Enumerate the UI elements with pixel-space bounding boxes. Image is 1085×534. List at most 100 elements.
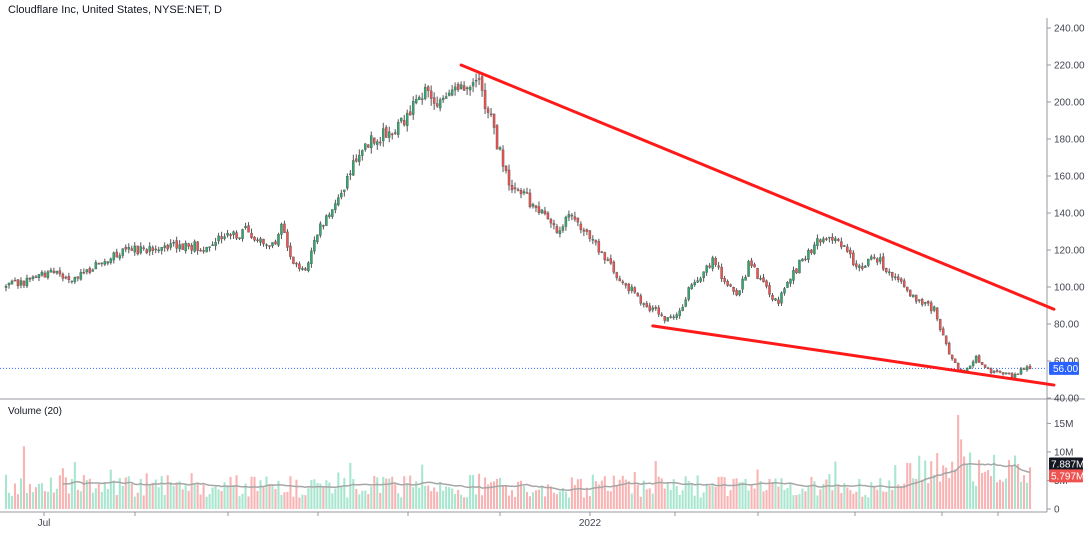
volume-bar	[684, 476, 687, 509]
lower-trendline[interactable]	[651, 324, 1056, 387]
candle-body	[364, 143, 367, 150]
volume-bar	[130, 483, 133, 509]
volume-bar	[669, 489, 672, 509]
candle-body	[1007, 372, 1011, 375]
candle-body	[885, 268, 888, 273]
volume-bar	[205, 496, 208, 509]
volume-bar	[154, 479, 157, 509]
candle-body	[343, 189, 346, 192]
candle-body	[112, 252, 116, 261]
time-axis[interactable]: Jul 2022	[38, 512, 999, 529]
upper-trendline[interactable]	[459, 63, 1056, 311]
volume-bar	[277, 480, 280, 509]
volume-ma-badge: 7.887M	[1049, 457, 1084, 471]
volume-bar	[367, 493, 370, 509]
volume-bar	[400, 497, 403, 509]
volume-bar	[1022, 475, 1026, 509]
volume-bar	[385, 478, 388, 509]
volume-bar	[504, 484, 508, 509]
candle-body	[432, 97, 436, 104]
candle-body	[25, 277, 29, 287]
volume-bar	[606, 490, 609, 509]
candle-body	[199, 249, 202, 252]
candle-body	[190, 244, 193, 251]
volume-bar	[1007, 460, 1011, 509]
current-price-badge: 56.00	[1049, 361, 1079, 375]
candle-body	[379, 141, 382, 144]
candle-body	[420, 98, 424, 100]
volume-bar	[169, 481, 172, 509]
volume-bar	[912, 478, 915, 509]
volume-bar	[753, 488, 756, 509]
candle-body	[61, 273, 65, 279]
volume-bar	[720, 476, 723, 509]
candle-body	[370, 135, 373, 149]
candle-body	[624, 283, 628, 286]
volume-bar	[4, 474, 8, 509]
volume-bar	[744, 478, 747, 509]
volume-bar	[370, 486, 373, 509]
candle-body	[968, 365, 972, 369]
volume-bar	[708, 486, 711, 509]
candle-body	[376, 141, 379, 145]
candle-body	[798, 259, 801, 274]
candle-body	[385, 127, 388, 138]
volume-bar	[436, 491, 439, 509]
volume-bar	[457, 489, 460, 509]
candle-body	[645, 303, 648, 308]
volume-bar	[798, 494, 801, 509]
volume-bar	[972, 481, 975, 509]
candle-body	[882, 256, 885, 270]
candle-body	[531, 204, 535, 207]
candle-body	[208, 246, 211, 248]
candle-body	[340, 192, 343, 198]
candle-body	[756, 268, 759, 279]
candle-body	[789, 278, 792, 284]
price-tick-label: 120.00	[1054, 246, 1085, 257]
candle-body	[546, 212, 550, 220]
candle-body	[4, 285, 8, 288]
volume-bar	[121, 485, 124, 509]
volume-bar	[415, 481, 418, 509]
candle-body	[971, 361, 975, 366]
volume-bar	[493, 481, 496, 509]
candle-body	[459, 84, 463, 89]
candle-body	[831, 236, 834, 241]
candle-body	[444, 96, 448, 99]
candle-body	[37, 274, 41, 279]
volume-bar	[900, 485, 903, 509]
volume-bar	[627, 481, 630, 509]
price-tick-label: 40.00	[1054, 394, 1079, 405]
volume-bar	[160, 476, 163, 509]
candle-body	[633, 287, 637, 293]
candle-body	[579, 223, 583, 230]
candle-body	[124, 246, 128, 250]
candle-body	[477, 78, 481, 80]
candle-body	[525, 192, 529, 194]
volume-bar	[283, 492, 286, 509]
volume-bar	[55, 488, 58, 509]
volume-bar	[537, 489, 541, 509]
volume-bar	[475, 494, 478, 509]
candle-body	[471, 82, 475, 87]
volume-bar	[316, 483, 319, 509]
volume-last-value: 5.797M	[1051, 471, 1084, 482]
candle-body	[426, 86, 430, 91]
candle-body	[564, 216, 568, 227]
candle-body	[492, 113, 496, 128]
candle-body	[753, 264, 756, 268]
volume-bar	[286, 491, 289, 509]
candle-body	[513, 187, 517, 190]
volume-bar	[681, 490, 684, 509]
volume-bar	[43, 491, 46, 509]
candle-body	[576, 217, 580, 223]
volume-bar	[777, 486, 780, 509]
candle-body	[561, 226, 565, 231]
candle-body	[573, 216, 577, 220]
volume-bar	[421, 464, 424, 509]
candle-body	[771, 295, 774, 300]
candle-body	[136, 245, 139, 255]
candle-body	[905, 286, 909, 291]
candle-body	[660, 314, 663, 316]
